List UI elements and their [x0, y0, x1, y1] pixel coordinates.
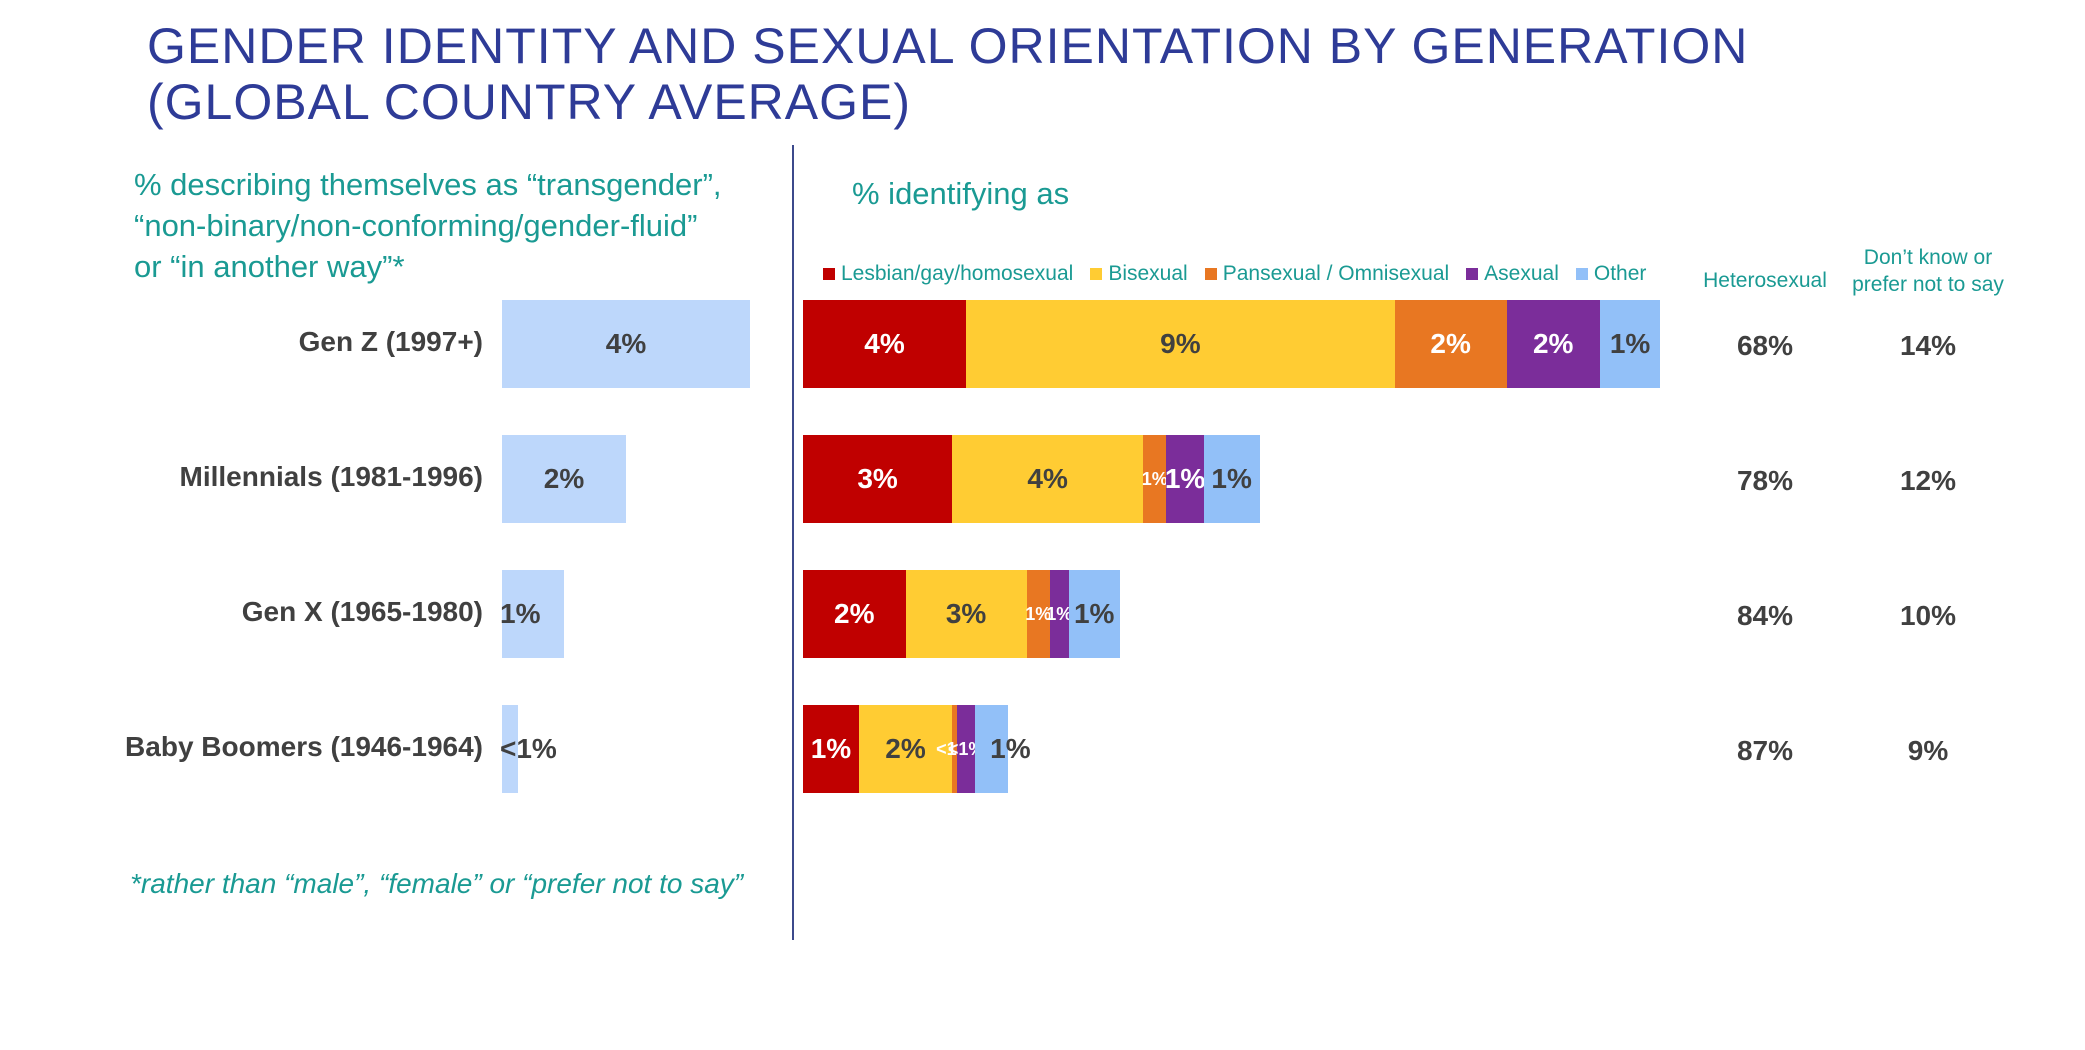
- gender-bar-label: 4%: [605, 328, 647, 359]
- heterosexual-value: 87%: [1736, 735, 1794, 766]
- orientation-segment: [803, 300, 967, 388]
- orientation-segment-label: 2%: [834, 598, 875, 629]
- orientation-segment-label: 1%: [1073, 598, 1115, 629]
- legend-item: Pansexual / Omnisexual: [1204, 262, 1450, 286]
- legend-item: Other: [1575, 262, 1647, 286]
- orientation-segment-label: 2%: [1532, 328, 1574, 359]
- right-subtitle: % identifying as: [852, 176, 1070, 211]
- orientation-segment: [803, 570, 906, 658]
- orientation-segment: [1599, 300, 1661, 388]
- orientation-segment-label: 1%: [1211, 463, 1252, 494]
- left-subtitle: % describing themselves as “transgender”…: [134, 164, 794, 287]
- gender-bar-label: <1%: [500, 733, 557, 764]
- title-line-2: (GLOBAL COUNTRY AVERAGE): [147, 74, 912, 130]
- orientation-segment: [905, 570, 1027, 658]
- category-label: Gen Z (1997+): [298, 326, 483, 357]
- orientation-segment-label: 9%: [1160, 328, 1201, 359]
- orientation-segment-label: 1%: [990, 733, 1031, 764]
- orientation-segment: [966, 300, 1395, 388]
- footnote: *rather than “male”, “female” or “prefer…: [130, 868, 744, 899]
- orientation-segment: [858, 705, 953, 793]
- legend-label: Other: [1593, 262, 1647, 285]
- dont-know-value: 9%: [1907, 735, 1949, 766]
- orientation-segment-label: 3%: [945, 598, 987, 629]
- gender-bar: [502, 570, 564, 658]
- gender-bar: [502, 705, 518, 793]
- panel-divider: [792, 145, 794, 940]
- gender-bar-label: 2%: [543, 463, 585, 494]
- orientation-segment: [1394, 300, 1507, 388]
- orientation-segment: [1049, 570, 1069, 658]
- legend-item: Lesbian/gay/homosexual: [823, 262, 1073, 286]
- orientation-segment: [1068, 570, 1120, 658]
- gender-bar: [502, 300, 750, 388]
- left-subtitle-line-3: or “in another way”*: [134, 249, 405, 284]
- category-label: Baby Boomers (1946-1964): [125, 731, 483, 762]
- orientation-segment: [1026, 570, 1050, 658]
- orientation-segment: [952, 435, 1144, 523]
- heterosexual-value: 68%: [1736, 330, 1794, 361]
- orientation-segment-label: 1%: [1164, 463, 1206, 494]
- dont-know-header: Don’t know or prefer not to say: [1838, 244, 2018, 298]
- orientation-segment-label: 2%: [885, 733, 926, 764]
- orientation-segment-label: 1%: [1141, 468, 1168, 489]
- orientation-segment-label: 2%: [1430, 328, 1471, 359]
- orientation-segment-label: 1%: [1025, 603, 1052, 624]
- orientation-segment-label: 1%: [1609, 328, 1651, 359]
- dont-know-value: 10%: [1899, 600, 1957, 631]
- dont-know-value: 12%: [1899, 465, 1957, 496]
- orientation-segment-label: 3%: [857, 463, 898, 494]
- orientation-segment: [1203, 435, 1260, 523]
- dont-know-header-line-1: Don’t know or: [1863, 246, 1993, 269]
- orientation-segment: [975, 705, 1008, 793]
- category-label: Millennials (1981-1996): [179, 461, 483, 492]
- gender-bar-label: 1%: [500, 598, 541, 629]
- orientation-segment: [1166, 435, 1204, 523]
- orientation-segment: [956, 705, 976, 793]
- legend-label: Asexual: [1484, 262, 1559, 285]
- legend-swatch: [823, 268, 835, 280]
- heterosexual-value: 84%: [1736, 600, 1794, 631]
- orientation-segment: [803, 705, 859, 793]
- chart-title: GENDER IDENTITY AND SEXUAL ORIENTATION B…: [147, 18, 2047, 130]
- legend-swatch: [1575, 268, 1588, 280]
- heterosexual-header: Heterosexual: [1703, 269, 1827, 292]
- legend-item: Bisexual: [1090, 262, 1188, 286]
- legend-swatch: [1090, 268, 1103, 280]
- category-label: Gen X (1965-1980): [241, 596, 483, 627]
- orientation-segment-label: 1%: [810, 733, 852, 764]
- legend-label: Lesbian/gay/homosexual: [841, 262, 1074, 285]
- legend-item: Asexual: [1466, 262, 1559, 286]
- orientation-segment-label: 4%: [1027, 463, 1068, 494]
- orientation-segment-label: 1%: [1046, 603, 1073, 624]
- title-line-1: GENDER IDENTITY AND SEXUAL ORIENTATION B…: [147, 18, 1749, 74]
- legend: Lesbian/gay/homosexual Bisexual Pansexual …: [823, 262, 1646, 286]
- gender-bar: [502, 435, 626, 523]
- orientation-segment-label: <1%: [947, 738, 985, 759]
- heterosexual-value: 78%: [1736, 465, 1794, 496]
- legend-swatch: [1466, 268, 1479, 280]
- legend-label: Bisexual: [1108, 262, 1188, 285]
- dont-know-value: 14%: [1899, 330, 1957, 361]
- legend-swatch: [1204, 268, 1217, 280]
- left-subtitle-line-2: “non-binary/non-conforming/gender-fluid”: [134, 208, 698, 243]
- dont-know-header-line-2: prefer not to say: [1852, 273, 2004, 296]
- legend-label: Pansexual / Omnisexual: [1222, 262, 1450, 285]
- orientation-segment: [1506, 300, 1600, 388]
- orientation-segment-label: 4%: [864, 328, 905, 359]
- orientation-segment: [803, 435, 953, 523]
- orientation-segment: [1143, 435, 1167, 523]
- orientation-segment: [952, 705, 957, 793]
- left-subtitle-line-1: % describing themselves as “transgender”…: [134, 167, 722, 202]
